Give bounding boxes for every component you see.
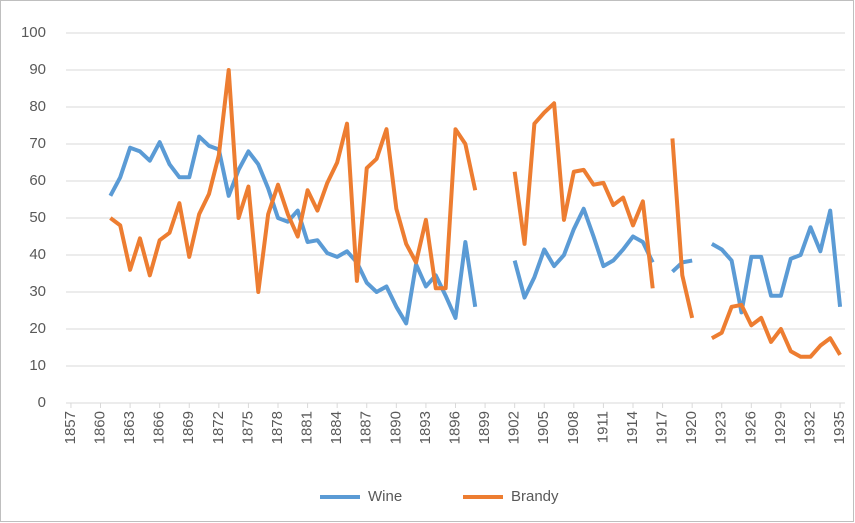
data-line bbox=[512, 206, 655, 300]
x-tick-label: 1908 bbox=[565, 411, 582, 444]
y-tick-label: 30 bbox=[29, 283, 46, 300]
y-tick-label: 0 bbox=[38, 394, 46, 411]
y-tick-label: 100 bbox=[21, 24, 46, 41]
y-tick-label: 10 bbox=[29, 357, 46, 374]
x-tick-label: 1899 bbox=[476, 411, 493, 444]
x-tick-label: 1884 bbox=[328, 411, 345, 444]
x-tick-label: 1926 bbox=[742, 411, 759, 444]
x-tick-label: 1881 bbox=[299, 411, 316, 444]
x-tick-label: 1932 bbox=[801, 411, 818, 444]
legend-label: Brandy bbox=[511, 488, 559, 505]
x-tick-label: 1893 bbox=[417, 411, 434, 444]
x-tick-label: 1860 bbox=[91, 411, 108, 444]
x-tick-label: 1896 bbox=[446, 411, 463, 444]
x-tick-label: 1878 bbox=[269, 411, 286, 444]
data-line bbox=[710, 208, 843, 315]
data-line bbox=[512, 101, 655, 289]
y-tick-label: 80 bbox=[29, 98, 46, 115]
y-tick-label: 40 bbox=[29, 246, 46, 263]
y-tick-label: 90 bbox=[29, 61, 46, 78]
x-tick-label: 1902 bbox=[506, 411, 523, 444]
x-tick-label: 1914 bbox=[624, 411, 641, 444]
x-tick-label: 1887 bbox=[358, 411, 375, 444]
x-tick-label: 1890 bbox=[387, 411, 404, 444]
y-tick-label: 20 bbox=[29, 320, 46, 337]
x-tick-label: 1935 bbox=[831, 411, 848, 444]
data-line bbox=[670, 138, 695, 319]
x-tick-label: 1875 bbox=[239, 411, 256, 444]
y-tick-label: 60 bbox=[29, 172, 46, 189]
x-tick-label: 1923 bbox=[713, 411, 730, 444]
x-tick-label: 1863 bbox=[121, 411, 138, 444]
x-tick-label: 1905 bbox=[535, 411, 552, 444]
y-tick-label: 50 bbox=[29, 209, 46, 226]
data-line bbox=[710, 302, 842, 359]
x-tick-label: 1872 bbox=[210, 411, 227, 444]
legend-label: Wine bbox=[368, 488, 402, 505]
x-tick-label: 1929 bbox=[772, 411, 789, 444]
data-line bbox=[109, 68, 478, 294]
x-tick-label: 1917 bbox=[654, 411, 671, 444]
data-line bbox=[108, 134, 478, 326]
x-tick-label: 1869 bbox=[180, 411, 197, 444]
y-tick-label: 70 bbox=[29, 135, 46, 152]
x-tick-label: 1920 bbox=[683, 411, 700, 444]
x-tick-label: 1866 bbox=[151, 411, 168, 444]
x-tick-label: 1911 bbox=[594, 411, 611, 443]
x-tick-label: 1857 bbox=[62, 411, 79, 444]
